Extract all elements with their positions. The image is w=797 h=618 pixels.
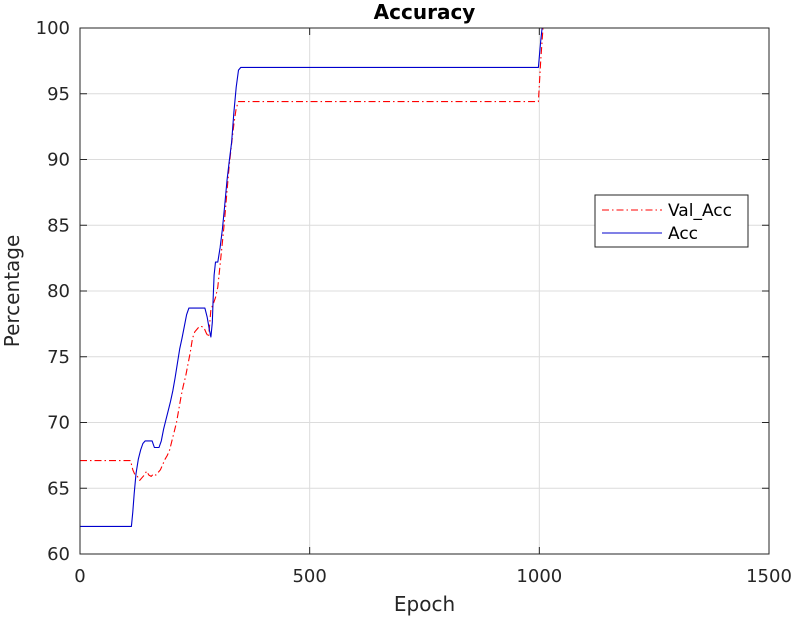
- legend-label-acc: Acc: [668, 224, 698, 244]
- series-lines: [80, 27, 769, 527]
- y-tick-label: 90: [47, 150, 70, 171]
- x-tick-label: 0: [74, 566, 85, 587]
- series-line-acc: [80, 27, 769, 527]
- y-tick-label: 100: [36, 18, 70, 39]
- axis-ticks: 0 500 1000 1500 60 65 70 75 80 85 90 95 100: [36, 18, 792, 587]
- y-tick-label: 85: [47, 215, 70, 236]
- y-tick-label: 95: [47, 84, 70, 105]
- y-tick-label: 80: [47, 281, 70, 302]
- x-tick-label: 1000: [516, 566, 562, 587]
- chart-title: Accuracy: [374, 0, 476, 24]
- y-axis-label: Percentage: [0, 235, 24, 348]
- x-tick-label: 500: [292, 566, 326, 587]
- legend-label-val-acc: Val_Acc: [668, 201, 732, 221]
- y-tick-label: 65: [47, 478, 70, 499]
- x-tick-label: 1500: [746, 566, 792, 587]
- y-tick-label: 75: [47, 347, 70, 368]
- y-tick-label: 60: [47, 544, 70, 565]
- x-axis-label: Epoch: [394, 592, 455, 616]
- legend-box: [594, 194, 749, 248]
- y-tick-label: 70: [47, 413, 70, 434]
- legend: Val_Acc Acc: [594, 194, 749, 248]
